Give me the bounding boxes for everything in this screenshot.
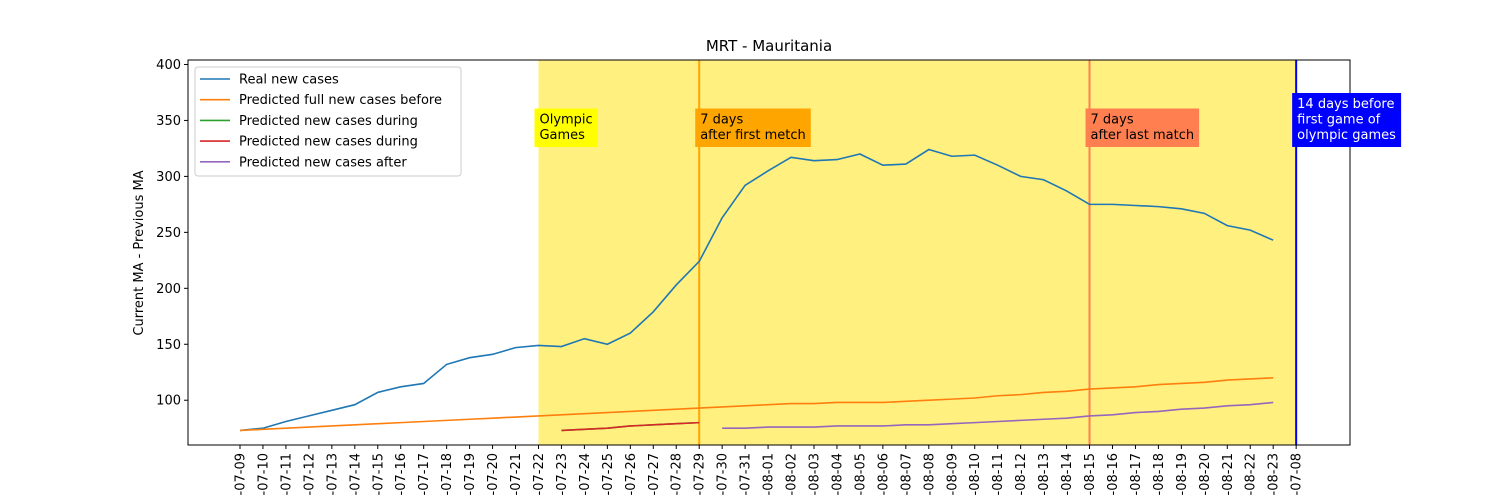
x-tick-label: -08-07 (899, 453, 914, 495)
x-tick-label: -08-12 (1014, 453, 1029, 495)
x-tick-label: -08-05 (853, 453, 868, 495)
x-tick-label: -08-09 (945, 453, 960, 495)
series-line (561, 421, 700, 432)
annotation-text: Olympic Games (539, 113, 592, 144)
x-tick-label: -08-03 (808, 453, 823, 495)
annotation: 14 days before first game of olympic games (1292, 93, 1402, 147)
x-tick-label: -07-08 (1290, 453, 1305, 495)
annotation: 7 days after last match (1085, 108, 1200, 147)
legend-label: Predicted full new cases before (239, 93, 442, 108)
annotation: Olympic Games (534, 108, 598, 147)
x-tick-label: -07-16 (394, 453, 409, 495)
x-tick-label: -07-20 (486, 453, 501, 495)
legend-label: Real new cases (239, 73, 339, 88)
x-tick-label: -07-15 (371, 453, 386, 495)
annotation-box (695, 108, 811, 147)
x-tick-label: -07-21 (509, 453, 524, 495)
y-tick-label: 350 (156, 114, 181, 129)
x-tick-label: -08-19 (1175, 453, 1190, 495)
legend-label: Predicted new cases during (239, 135, 418, 150)
x-tick-label: -08-13 (1037, 453, 1052, 495)
y-tick-label: 400 (156, 58, 181, 73)
x-tick-label: -07-26 (624, 453, 639, 495)
x-tick-label: -08-23 (1267, 453, 1282, 495)
x-tick-label: -08-18 (1152, 453, 1167, 495)
legend-label: Predicted new cases after (239, 155, 407, 170)
series-line (239, 148, 1274, 432)
x-tick-label: -07-19 (463, 453, 478, 495)
x-tick-label: -07-22 (532, 453, 547, 495)
annotation-text: 7 days after last match (1091, 113, 1195, 144)
x-tick-label: -08-11 (991, 453, 1006, 495)
x-tick-label: -08-10 (968, 453, 983, 495)
plot-frame (187, 59, 1351, 446)
legend-label: Predicted new cases during (239, 114, 418, 129)
x-tick-label: -07-13 (325, 453, 340, 495)
y-tick-label: 250 (156, 226, 181, 241)
y-axis-label: Current MA - Previous MA (132, 170, 147, 335)
x-tick-label: -07-10 (256, 453, 271, 495)
x-tick-label: -07-14 (348, 453, 363, 495)
annotation-box (1085, 108, 1200, 147)
series-line (239, 377, 1274, 432)
y-tick-label: 200 (156, 282, 181, 297)
y-tick-label: 150 (156, 338, 181, 353)
x-tick-label: -08-22 (1244, 453, 1259, 495)
annotation-text: 14 days before first game of olympic games (1297, 97, 1396, 143)
x-tick-label: -08-01 (762, 453, 777, 495)
annotation-text: 7 days after first metch (700, 113, 806, 144)
x-tick-label: -08-02 (785, 453, 800, 495)
x-tick-label: -08-20 (1198, 453, 1213, 495)
annotation-box (534, 108, 598, 147)
series-line (722, 401, 1274, 430)
x-tick-label: -07-28 (670, 453, 685, 495)
x-tick-label: -07-09 (234, 453, 249, 495)
x-tick-label: -07-27 (647, 453, 662, 495)
x-tick-label: -08-17 (1129, 453, 1144, 495)
annotation: 7 days after first metch (695, 108, 811, 147)
y-tick-label: 100 (156, 394, 181, 409)
chart-title: MRT - Mauritania (706, 37, 832, 55)
x-tick-label: -07-25 (601, 453, 616, 495)
x-tick-label: -07-31 (739, 453, 754, 495)
x-tick-label: -08-08 (922, 453, 937, 495)
x-tick-label: -07-24 (578, 453, 593, 495)
x-tick-label: -08-04 (830, 453, 845, 495)
x-tick-label: -07-30 (716, 453, 731, 495)
x-tick-label: -07-17 (417, 453, 432, 495)
x-tick-label: -07-11 (279, 453, 294, 495)
x-tick-label: -08-15 (1083, 453, 1098, 495)
legend-box (194, 66, 462, 177)
x-tick-label: -08-16 (1106, 453, 1121, 495)
x-tick-label: -07-23 (555, 453, 570, 495)
legend: Real new cases Predicted full new cases b… (194, 66, 462, 177)
x-tick-label: -08-21 (1221, 453, 1236, 495)
y-tick-label: 300 (156, 170, 181, 185)
x-tick-label: -07-18 (440, 453, 455, 495)
annotation-box (1292, 93, 1402, 147)
x-tick-label: -07-12 (302, 453, 317, 495)
x-tick-label: -08-06 (876, 453, 891, 495)
x-tick-label: -08-14 (1060, 453, 1075, 495)
x-tick-label: -07-29 (693, 453, 708, 495)
